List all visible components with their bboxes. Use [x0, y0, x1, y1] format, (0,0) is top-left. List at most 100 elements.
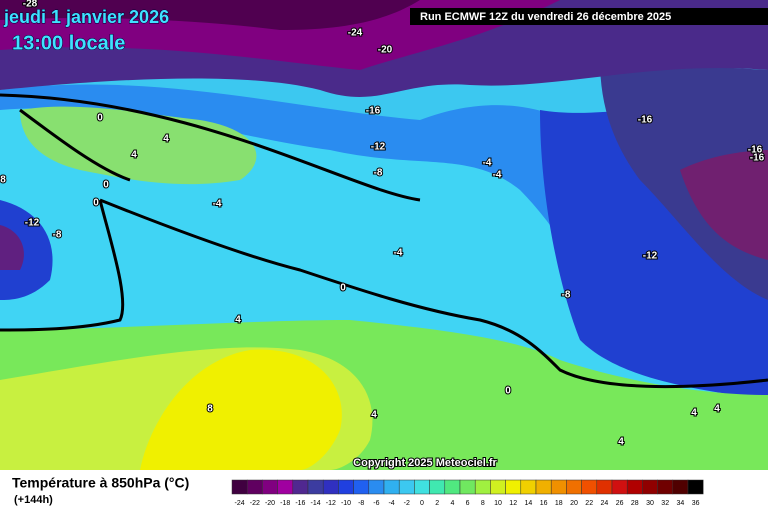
contour-label: 0 — [103, 180, 109, 191]
contour-label: 0 — [340, 283, 346, 294]
legend-title: Température à 850hPa (°C) — [12, 475, 189, 491]
colorbar-label: -16 — [295, 500, 305, 507]
contour-label: -12 — [371, 142, 386, 153]
colorbar-label: -20 — [265, 500, 275, 507]
contour-label: 4 — [163, 134, 169, 145]
colorbar-swatch — [398, 479, 415, 495]
contour-label: -16 — [750, 153, 765, 164]
colorbar-swatch — [626, 479, 643, 495]
colorbar-label: 6 — [466, 500, 470, 507]
contour-label: -12 — [643, 251, 658, 262]
contour-label: -28 — [23, 0, 38, 10]
colorbar-swatch — [672, 479, 689, 495]
colorbar-label: 14 — [525, 500, 533, 507]
colorbar: -24 -22 -20 -18 -16 -14 -12 -10 -8 -6 -4 -2 0 2 4 6 8 10 1… — [231, 479, 704, 507]
colorbar-swatch — [368, 479, 385, 495]
contour-label: -16 — [638, 115, 653, 126]
contour-label: -24 — [348, 28, 363, 39]
colorbar-label: 28 — [631, 500, 639, 507]
colorbar-label: 8 — [481, 500, 485, 507]
contour-label: 4 — [371, 410, 377, 421]
colorbar-swatch — [642, 479, 658, 495]
colorbar-swatch — [444, 479, 461, 495]
colorbar-swatch — [231, 479, 248, 495]
colorbar-swatch — [596, 479, 613, 495]
contour-label: -12 — [25, 218, 40, 229]
contour-label: 8 — [0, 175, 6, 186]
colorbar-swatch — [277, 479, 294, 495]
temp-area-purple-east — [680, 150, 768, 260]
colorbar-label: 36 — [692, 500, 700, 507]
contour-label: -4 — [493, 170, 502, 181]
colorbar-label: -4 — [388, 500, 394, 507]
colorbar-label: 18 — [555, 500, 563, 507]
colorbar-label: 24 — [601, 500, 609, 507]
colorbar-label: -12 — [326, 500, 336, 507]
colorbar-label: 30 — [646, 500, 654, 507]
colorbar-label: -24 — [235, 500, 245, 507]
colorbar-label: 34 — [677, 500, 685, 507]
contour-labels: -28-24-20-16-12-8-4-4-16-16-16044008-12-… — [0, 0, 766, 449]
contour-label: 4 — [235, 315, 241, 326]
copyright: Copyright 2025 Meteociel.fr — [353, 457, 497, 469]
colorbar-swatch — [566, 479, 582, 495]
contour-label: 4 — [131, 150, 137, 161]
zero-isotherm — [0, 93, 768, 389]
colorbar-swatch — [262, 479, 278, 495]
colorbar-swatch — [550, 479, 567, 495]
lead-time: (+144h) — [14, 494, 53, 506]
contour-label: -8 — [53, 230, 62, 241]
contour-label: 0 — [505, 386, 511, 397]
colorbar-label: 16 — [540, 500, 548, 507]
colorbar-label: -22 — [250, 500, 260, 507]
colorbar-swatch — [322, 479, 339, 495]
contour-label: -16 — [366, 106, 381, 117]
colorbar-label: 10 — [494, 500, 502, 507]
colorbar-swatch — [307, 479, 324, 495]
colorbar-label: -6 — [373, 500, 379, 507]
colorbar-label: 26 — [616, 500, 624, 507]
contour-label: -4 — [213, 199, 222, 210]
forecast-time: 13:00 locale — [12, 32, 125, 54]
temp-area-yellow — [140, 349, 342, 470]
colorbar-label: 12 — [509, 500, 517, 507]
colorbar-swatch — [383, 479, 400, 495]
colorbar-swatch — [353, 479, 370, 495]
colorbar-label: 4 — [450, 500, 454, 507]
contour-label: -4 — [394, 248, 403, 259]
colorbar-label: 0 — [420, 500, 424, 507]
colorbar-swatch — [414, 479, 430, 495]
colorbar-label: -2 — [404, 500, 410, 507]
colorbar-swatch — [292, 479, 309, 495]
colorbar-swatch — [429, 479, 446, 495]
colorbar-label: 2 — [435, 500, 439, 507]
contour-label: 4 — [714, 404, 720, 415]
colorbar-label: -8 — [358, 500, 364, 507]
colorbar-label: 32 — [661, 500, 669, 507]
colorbar-label: -10 — [341, 500, 351, 507]
colorbar-label: 22 — [585, 500, 593, 507]
run-box — [410, 8, 768, 25]
colorbar-swatch — [581, 479, 598, 495]
colorbar-swatch — [338, 479, 354, 495]
colorbar-swatch — [611, 479, 628, 495]
colorbar-swatch — [657, 479, 674, 495]
colorbar-label: -18 — [280, 500, 290, 507]
contour-label: -8 — [562, 290, 571, 301]
colorbar-swatch — [505, 479, 522, 495]
colorbar-label: -14 — [311, 500, 321, 507]
contour-label: 0 — [97, 113, 103, 124]
contour-label: 4 — [691, 408, 697, 419]
contour-label: 0 — [93, 198, 99, 209]
forecast-date: jeudi 1 janvier 2026 — [3, 7, 169, 27]
zero-isotherm-west — [0, 108, 131, 332]
temp-area-darkpurple — [0, 0, 420, 30]
colorbar-swatch — [474, 479, 491, 495]
colorbar-swatch — [687, 479, 704, 495]
contour-label: 8 — [207, 404, 213, 415]
contour-label: -4 — [483, 158, 492, 169]
colorbar-swatch — [246, 479, 263, 495]
contour-label: -8 — [374, 168, 383, 179]
colorbar-label: 20 — [570, 500, 578, 507]
